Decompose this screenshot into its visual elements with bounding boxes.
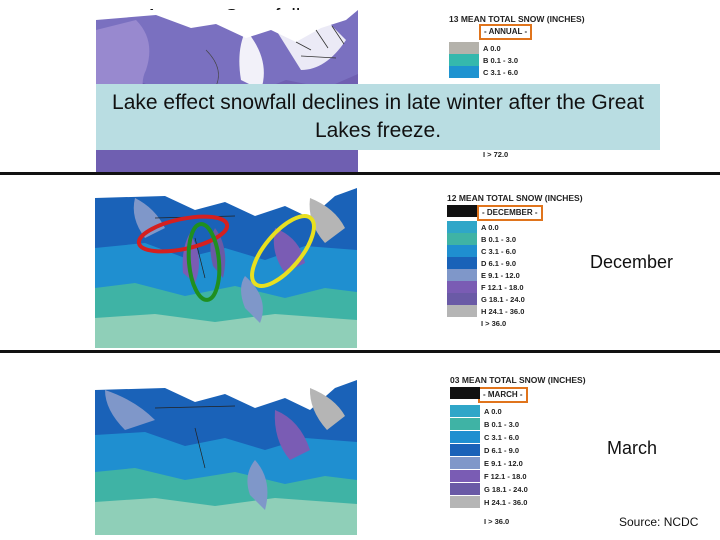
divider xyxy=(0,172,720,175)
legend-swatch xyxy=(447,221,477,233)
divider xyxy=(0,350,720,353)
legend-swatch xyxy=(447,269,477,281)
december-period-box: - DECEMBER - xyxy=(477,205,543,221)
legend-row xyxy=(447,205,477,217)
legend-label: D 6.1 - 9.0 xyxy=(481,258,517,268)
annual-legend-row-c: C 3.1 - 6.0 xyxy=(449,66,518,78)
legend-swatch xyxy=(450,405,480,417)
legend-swatch xyxy=(447,205,477,217)
legend-label: B 0.1 - 3.0 xyxy=(484,419,520,429)
legend-label: E 9.1 - 12.0 xyxy=(484,458,523,468)
legend-row: F 12.1 - 18.0 xyxy=(450,470,527,482)
march-period-box: - MARCH - xyxy=(478,387,528,403)
december-legend-title: 12 MEAN TOTAL SNOW (INCHES) xyxy=(447,193,583,203)
legend-swatch xyxy=(450,457,480,469)
legend-row: G 18.1 - 24.0 xyxy=(447,293,525,305)
legend-swatch xyxy=(447,233,477,245)
legend-swatch xyxy=(450,444,480,456)
legend-label: I > 36.0 xyxy=(484,516,510,526)
legend-label: C 3.1 - 6.0 xyxy=(481,246,517,256)
legend-row: B 0.1 - 3.0 xyxy=(447,233,516,245)
december-snowfall-map xyxy=(95,188,357,348)
legend-swatch xyxy=(447,257,477,269)
annual-legend-row-b: B 0.1 - 3.0 xyxy=(449,54,518,66)
annual-legend-title: 13 MEAN TOTAL SNOW (INCHES) xyxy=(449,14,585,24)
legend-label: F 12.1 - 18.0 xyxy=(484,471,527,481)
legend-row: H 24.1 - 36.0 xyxy=(450,496,527,508)
legend-swatch xyxy=(450,496,480,508)
legend-label: H 24.1 - 36.0 xyxy=(481,306,525,316)
legend-row: A 0.0 xyxy=(447,221,499,233)
march-label: March xyxy=(607,438,658,458)
december-label: December xyxy=(590,252,674,272)
legend-label: F 12.1 - 18.0 xyxy=(481,282,524,292)
annual-legend: 13 MEAN TOTAL SNOW (INCHES) - ANNUAL - A… xyxy=(449,14,599,164)
legend-label: A 0.0 xyxy=(484,406,502,416)
legend-label: C 3.1 - 6.0 xyxy=(484,432,520,442)
legend-row: B 0.1 - 3.0 xyxy=(450,418,519,430)
march-snowfall-map xyxy=(95,380,357,535)
legend-label: B 0.1 - 3.0 xyxy=(481,234,517,244)
march-legend: 03 MEAN TOTAL SNOW (INCHES) - MARCH - A … xyxy=(450,375,610,530)
legend-label: A 0.0 xyxy=(483,43,501,53)
ring-green-icon xyxy=(186,222,222,302)
legend-label: C 3.1 - 6.0 xyxy=(483,67,519,77)
legend-label: G 18.1 - 24.0 xyxy=(484,484,528,494)
legend-label: D 6.1 - 9.0 xyxy=(484,445,520,455)
legend-swatch xyxy=(450,515,480,527)
legend-row: C 3.1 - 6.0 xyxy=(450,431,519,443)
annual-legend-row-a: A 0.0 xyxy=(449,42,501,54)
ring-red-icon xyxy=(136,214,230,254)
legend-label: E 9.1 - 12.0 xyxy=(481,270,520,280)
legend-row: E 9.1 - 12.0 xyxy=(447,269,520,281)
legend-row: F 12.1 - 18.0 xyxy=(447,281,524,293)
legend-swatch xyxy=(449,66,479,78)
legend-swatch xyxy=(447,305,477,317)
legend-swatch xyxy=(450,470,480,482)
legend-swatch xyxy=(450,418,480,430)
legend-swatch xyxy=(449,54,479,66)
legend-row: I > 36.0 xyxy=(447,317,506,329)
legend-row: D 6.1 - 9.0 xyxy=(450,444,519,456)
legend-label: A 0.0 xyxy=(481,222,499,232)
legend-label: I > 36.0 xyxy=(481,318,507,328)
legend-swatch xyxy=(450,483,480,495)
legend-swatch xyxy=(449,148,479,160)
legend-row: I > 36.0 xyxy=(450,515,509,527)
source-credit: Source: NCDC xyxy=(619,515,699,529)
march-legend-title: 03 MEAN TOTAL SNOW (INCHES) xyxy=(450,375,586,385)
legend-row: E 9.1 - 12.0 xyxy=(450,457,523,469)
legend-swatch xyxy=(450,387,480,399)
legend-row: D 6.1 - 9.0 xyxy=(447,257,516,269)
annual-period-box: - ANNUAL - xyxy=(479,24,533,40)
legend-row: A 0.0 xyxy=(450,405,502,417)
legend-swatch xyxy=(447,281,477,293)
legend-swatch xyxy=(450,431,480,443)
legend-swatch xyxy=(447,245,477,257)
legend-swatch xyxy=(447,293,477,305)
legend-row: G 18.1 - 24.0 xyxy=(450,483,528,495)
legend-label: B 0.1 - 3.0 xyxy=(483,55,519,65)
legend-row: H 24.1 - 36.0 xyxy=(447,305,524,317)
legend-swatch xyxy=(449,42,479,54)
legend-label: I > 72.0 xyxy=(483,149,509,159)
legend-label: H 24.1 - 36.0 xyxy=(484,497,528,507)
december-legend: 12 MEAN TOTAL SNOW (INCHES) - DECEMBER -… xyxy=(447,193,607,343)
annual-legend-row-i: I > 72.0 xyxy=(449,148,508,160)
ring-yellow-icon xyxy=(250,214,316,288)
callout-box: Lake effect snowfall declines in late wi… xyxy=(96,84,660,150)
legend-swatch xyxy=(447,317,477,329)
legend-row: C 3.1 - 6.0 xyxy=(447,245,516,257)
legend-label: G 18.1 - 24.0 xyxy=(481,294,525,304)
legend-row xyxy=(450,387,480,399)
